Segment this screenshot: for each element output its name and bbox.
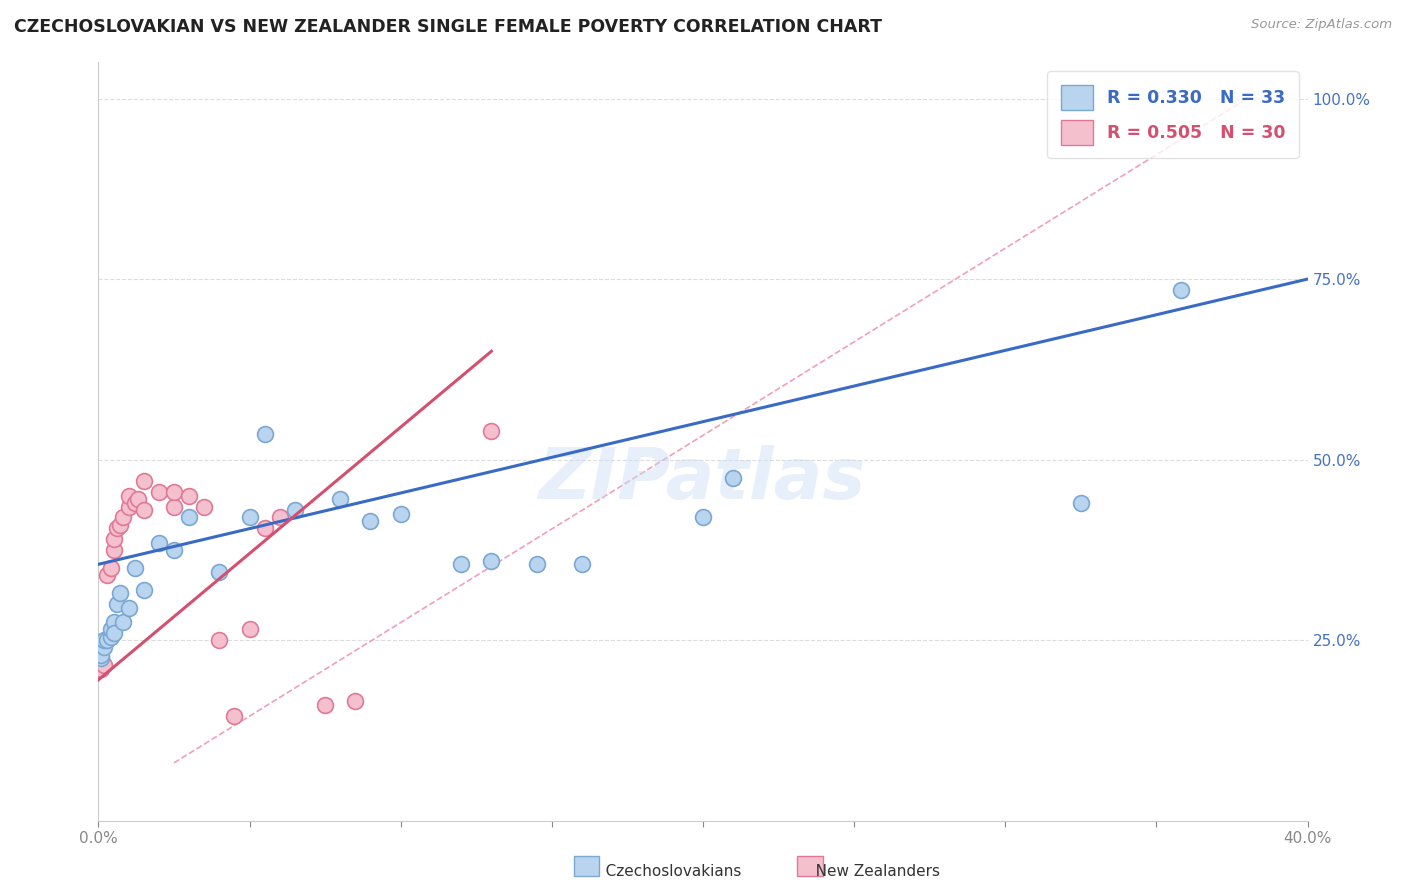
Point bbox=[450, 558, 472, 572]
Point bbox=[269, 510, 291, 524]
Point bbox=[96, 633, 118, 648]
Point bbox=[224, 709, 246, 723]
Point bbox=[163, 542, 186, 557]
Point bbox=[253, 521, 276, 535]
Point bbox=[314, 698, 336, 712]
Point bbox=[253, 427, 276, 442]
Point bbox=[208, 633, 231, 648]
Point bbox=[118, 500, 141, 514]
Point bbox=[124, 496, 146, 510]
Point bbox=[103, 542, 125, 557]
Text: Czechoslovakians: Czechoslovakians bbox=[591, 863, 741, 879]
Point bbox=[108, 517, 131, 532]
Point bbox=[118, 600, 141, 615]
Point bbox=[103, 532, 125, 546]
Point bbox=[93, 633, 115, 648]
Point bbox=[105, 597, 128, 611]
Point bbox=[127, 492, 149, 507]
Point bbox=[344, 694, 367, 708]
Point bbox=[148, 485, 170, 500]
Point bbox=[90, 651, 112, 665]
Point bbox=[163, 500, 186, 514]
Point bbox=[132, 503, 155, 517]
Point bbox=[103, 615, 125, 629]
Point bbox=[96, 568, 118, 582]
Point bbox=[148, 535, 170, 549]
Point bbox=[1170, 283, 1192, 297]
Point bbox=[284, 503, 307, 517]
Point bbox=[723, 470, 745, 484]
Point bbox=[111, 615, 134, 629]
Point bbox=[108, 586, 131, 600]
Point bbox=[103, 626, 125, 640]
Point bbox=[208, 565, 231, 579]
Text: Source: ZipAtlas.com: Source: ZipAtlas.com bbox=[1251, 18, 1392, 31]
Point bbox=[124, 561, 146, 575]
Text: New Zealanders: New Zealanders bbox=[801, 863, 941, 879]
Point bbox=[360, 514, 382, 528]
Point bbox=[118, 489, 141, 503]
Text: CZECHOSLOVAKIAN VS NEW ZEALANDER SINGLE FEMALE POVERTY CORRELATION CHART: CZECHOSLOVAKIAN VS NEW ZEALANDER SINGLE … bbox=[14, 18, 882, 36]
Point bbox=[111, 510, 134, 524]
Point bbox=[481, 554, 503, 568]
Point bbox=[239, 622, 262, 636]
Point bbox=[93, 658, 115, 673]
Point bbox=[163, 485, 186, 500]
Point bbox=[329, 492, 352, 507]
FancyBboxPatch shape bbox=[797, 856, 823, 876]
Point bbox=[571, 558, 593, 572]
Point bbox=[100, 630, 122, 644]
Point bbox=[105, 521, 128, 535]
Legend: R = 0.330   N = 33, R = 0.505   N = 30: R = 0.330 N = 33, R = 0.505 N = 30 bbox=[1047, 71, 1299, 159]
Point bbox=[132, 475, 155, 489]
FancyBboxPatch shape bbox=[574, 856, 599, 876]
Point bbox=[239, 510, 262, 524]
Point bbox=[481, 424, 503, 438]
Text: ZIPatlas: ZIPatlas bbox=[540, 445, 866, 514]
Point bbox=[132, 582, 155, 597]
Point bbox=[179, 489, 201, 503]
Point bbox=[692, 510, 714, 524]
Point bbox=[526, 558, 548, 572]
Point bbox=[1070, 496, 1092, 510]
Point bbox=[100, 561, 122, 575]
Point bbox=[389, 507, 412, 521]
Point bbox=[90, 648, 112, 662]
Point bbox=[193, 500, 215, 514]
Point bbox=[90, 651, 112, 665]
Point bbox=[90, 655, 112, 669]
Point bbox=[90, 662, 112, 676]
Point bbox=[93, 640, 115, 655]
Point bbox=[100, 622, 122, 636]
Point bbox=[179, 510, 201, 524]
